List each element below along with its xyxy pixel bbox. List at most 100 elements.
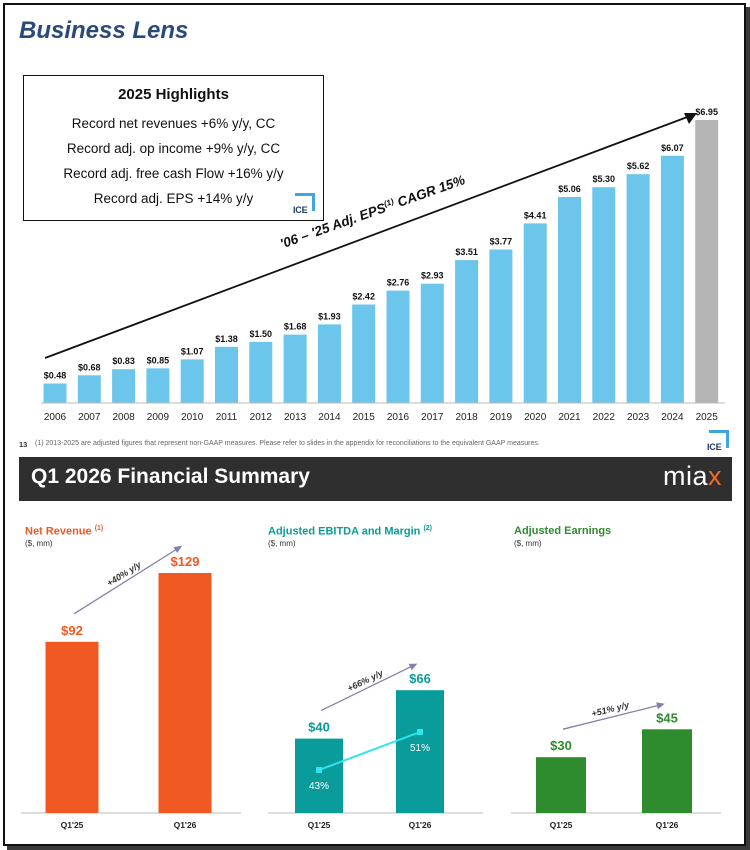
- ebitda-unit: ($, mm): [268, 539, 296, 548]
- ebitda-margin-point: [316, 767, 322, 773]
- eps-year-tick: 2014: [318, 412, 341, 423]
- adj-earnings-growth-arrow: [562, 704, 660, 730]
- eps-bar: [146, 368, 170, 403]
- miax-logo-accent: x: [708, 461, 722, 491]
- eps-value-label: $1.50: [250, 329, 273, 339]
- adj-earnings-bar: [642, 729, 692, 813]
- eps-year-tick: 2021: [558, 412, 581, 423]
- eps-value-label: $1.07: [181, 346, 204, 356]
- eps-bar: [112, 369, 136, 403]
- adj-earnings-unit: ($, mm): [514, 539, 542, 548]
- eps-year-tick: 2022: [593, 412, 616, 423]
- net-revenue-category-tick: Q1'26: [174, 820, 197, 830]
- eps-value-label: $5.30: [593, 174, 616, 184]
- ebitda-title: Adjusted EBITDA and Margin (2): [268, 525, 432, 538]
- adj-earnings-value-label: $30: [550, 738, 572, 753]
- highlight-item: Record adj. op income +9% y/y, CC: [66, 141, 281, 156]
- eps-year-tick: 2006: [44, 412, 67, 423]
- adj-earnings-category-tick: Q1'26: [656, 820, 679, 830]
- eps-value-label: $4.41: [524, 210, 547, 220]
- eps-year-tick: 2008: [112, 412, 135, 423]
- eps-bar: [420, 283, 444, 403]
- ebitda-title-text: Adjusted EBITDA and Margin: [268, 525, 421, 538]
- ebitda-value-label: $66: [409, 671, 431, 686]
- highlights-box: 2025 Highlights Record net revenues +6% …: [23, 75, 324, 221]
- eps-value-label: $0.48: [44, 371, 67, 381]
- eps-year-tick: 2025: [696, 412, 719, 423]
- adj-earnings-value-label: $45: [656, 710, 678, 725]
- ebitda-margin-label: 51%: [410, 743, 430, 754]
- eps-trend-arrow: [44, 115, 691, 359]
- net-revenue-growth-arrowhead: [173, 545, 183, 553]
- ebitda-margin-line: [318, 731, 421, 771]
- eps-year-tick: 2013: [284, 412, 307, 423]
- eps-year-tick: 2017: [421, 412, 444, 423]
- eps-value-label: $6.95: [695, 107, 718, 117]
- eps-year-tick: 2023: [627, 412, 650, 423]
- adj-earnings-category-tick: Q1'25: [550, 820, 573, 830]
- eps-bar: [455, 260, 479, 403]
- net-revenue-category-tick: Q1'25: [61, 820, 84, 830]
- ice-logo-footer-text: ICE: [707, 442, 722, 452]
- net-revenue-title: Net Revenue (1): [25, 525, 103, 538]
- slide-number: 13: [19, 440, 28, 449]
- slide-frame: Business Lens $0.48 $0.68 $0.83 $0.85 $1.07 $…: [3, 3, 746, 846]
- page-title: Business Lens: [19, 17, 189, 44]
- eps-bar: [77, 375, 101, 403]
- eps-bar: [43, 383, 67, 403]
- net-revenue-title-note: (1): [94, 525, 104, 532]
- eps-year-tick: 2019: [490, 412, 513, 423]
- net-revenue-unit: ($, mm): [25, 539, 53, 548]
- ice-logo-text: ICE: [293, 205, 308, 215]
- highlight-item: Record adj. EPS +14% y/y: [93, 191, 254, 206]
- eps-value-label: $1.93: [318, 311, 341, 321]
- ebitda-growth-label: +66% y/y: [346, 667, 386, 693]
- highlight-item: Record adj. free cash Flow +16% y/y: [63, 166, 284, 181]
- ice-logo-footer: ICE: [707, 430, 729, 452]
- eps-value-label: $5.06: [558, 184, 581, 194]
- eps-bar: [249, 341, 273, 403]
- eps-bar: [386, 290, 410, 403]
- net-revenue-growth-arrow: [73, 548, 178, 615]
- eps-year-tick: 2020: [524, 412, 547, 423]
- ebitda-bar: [295, 738, 343, 813]
- adj-earnings-growth-arrowhead: [656, 702, 665, 710]
- ebitda-value-label: $40: [308, 720, 330, 735]
- eps-value-label: $3.77: [490, 237, 513, 247]
- ebitda-bar: [396, 690, 444, 813]
- eps-year-tick: 2018: [455, 412, 478, 423]
- eps-bar: [489, 249, 513, 403]
- eps-year-tick: 2024: [661, 412, 684, 423]
- net-revenue-bar: [45, 641, 99, 813]
- footnote: (1) 2013-2025 are adjusted figures that …: [35, 440, 540, 447]
- eps-year-tick: 2015: [353, 412, 376, 423]
- eps-year-tick: 2012: [250, 412, 273, 423]
- eps-value-label: $0.85: [147, 355, 170, 365]
- net-revenue-bar: [158, 573, 212, 813]
- eps-value-label: $2.93: [421, 271, 444, 281]
- eps-bar: [180, 359, 204, 403]
- eps-bar: [626, 174, 650, 403]
- ebitda-growth-arrow: [320, 665, 413, 712]
- eps-bar: [558, 197, 581, 403]
- eps-bar: [695, 120, 719, 403]
- eps-value-label: $5.62: [627, 161, 650, 171]
- miax-logo-text: mia: [662, 461, 708, 491]
- eps-year-tick: 2009: [147, 412, 170, 423]
- eps-value-label: $1.68: [284, 322, 307, 332]
- net-revenue-title-text: Net Revenue: [25, 525, 92, 538]
- eps-year-tick: 2010: [181, 412, 204, 423]
- adj-earnings-bar: [536, 757, 586, 813]
- ebitda-margin-point: [417, 729, 423, 735]
- ice-logo: ICE: [293, 193, 315, 215]
- eps-bar: [352, 304, 376, 403]
- eps-value-label: $2.76: [387, 278, 410, 288]
- eps-trend-arrowhead: [684, 113, 697, 124]
- summary-header: Q1 2026 Financial Summary miax: [19, 457, 732, 501]
- ebitda-margin-label: 43%: [309, 781, 329, 792]
- eps-bar: [215, 346, 238, 403]
- eps-year-tick: 2016: [387, 412, 410, 423]
- ebitda-category-tick: Q1'26: [409, 820, 432, 830]
- eps-bar: [283, 334, 307, 403]
